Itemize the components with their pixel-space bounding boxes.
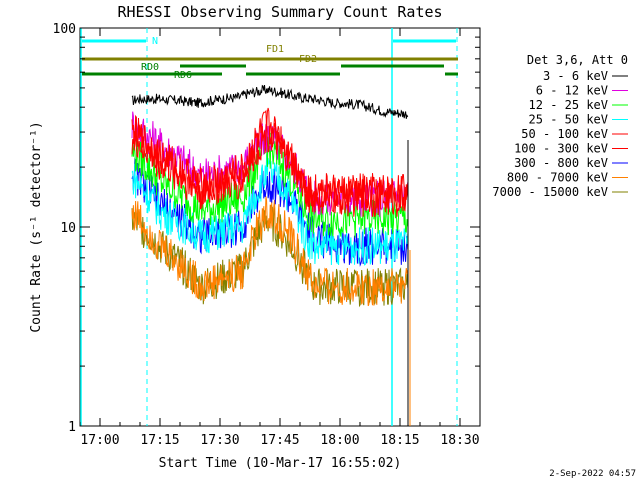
footer-date: 2-Sep-2022 04:57 <box>549 469 636 479</box>
chart-title: RHESSI Observing Summary Count Rates <box>117 3 442 21</box>
axis-ticks: 17:00 17:15 17:30 17:45 18:00 18:15 18:30 1 10 10… <box>53 22 481 448</box>
series-line <box>131 84 409 119</box>
legend-entry-label: 300 - 800 keV <box>514 156 608 170</box>
legend-entry-label: 3 - 6 keV <box>543 69 608 83</box>
x-tick-label: 17:45 <box>260 433 299 448</box>
legend-entry-label: 7000 - 15000 keV <box>492 185 608 199</box>
y-tick-label: 10 <box>60 221 76 236</box>
x-tick-label: 18:00 <box>320 433 359 448</box>
series-line <box>131 107 409 211</box>
flag-label: FD2 <box>299 54 317 65</box>
x-tick-label: 17:00 <box>80 433 119 448</box>
x-tick-label: 17:30 <box>200 433 239 448</box>
legend-entry-label: 100 - 300 keV <box>514 142 608 156</box>
legend-entry-label: 800 - 7000 keV <box>507 171 608 185</box>
flag-label: FD1 <box>266 44 284 55</box>
flag-label: RD6 <box>174 70 192 81</box>
flag-labels: N FD1 FD2 RD0 RD6 <box>141 36 317 81</box>
legend-entry-label: 25 - 50 keV <box>529 113 608 127</box>
series-line <box>131 132 409 238</box>
legend-title: Det 3,6, Att 0 <box>527 53 628 67</box>
y-tick-label: 100 <box>53 22 76 37</box>
legend-entry-label: 12 - 25 keV <box>529 98 608 112</box>
legend-entry-label: 50 - 100 keV <box>521 127 608 141</box>
x-tick-label: 17:15 <box>140 433 179 448</box>
y-axis-label: Count Rate (s⁻¹ detector⁻¹) <box>29 121 44 332</box>
series-lines <box>131 84 411 426</box>
flag-label: RD0 <box>141 62 159 73</box>
x-axis-label: Start Time (10-Mar-17 16:55:02) <box>159 456 402 471</box>
x-tick-label: 18:30 <box>440 433 479 448</box>
series-line <box>131 196 409 307</box>
y-tick-label: 1 <box>68 420 76 435</box>
instrument-flags <box>80 28 458 426</box>
x-tick-label: 18:15 <box>380 433 419 448</box>
flag-label: N <box>152 36 158 47</box>
legend-entry-label: 6 - 12 keV <box>536 84 608 98</box>
